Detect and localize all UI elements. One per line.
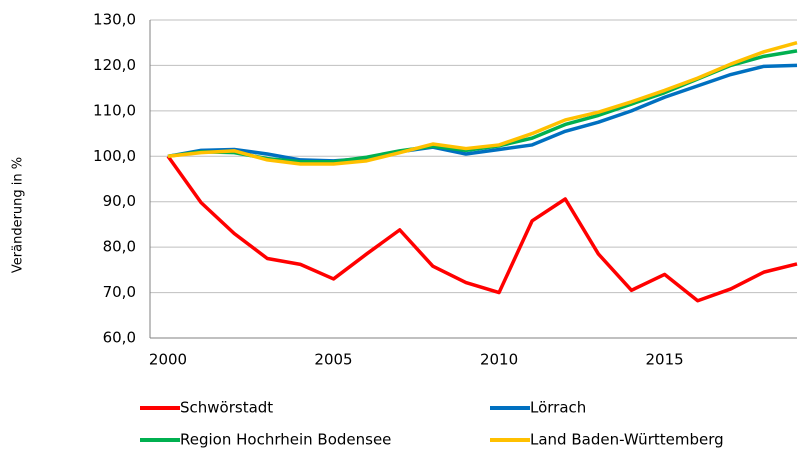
- y-tick-label: 120,0: [93, 56, 136, 74]
- x-tick-label: 2015: [645, 351, 683, 369]
- series-line: [166, 155, 798, 303]
- y-tick-label: 60,0: [103, 329, 136, 347]
- x-tick-label: 2010: [480, 351, 518, 369]
- x-tick-label: 2000: [149, 351, 187, 369]
- y-tick-label: 90,0: [103, 192, 136, 210]
- legend-label: Land Baden-Württemberg: [530, 431, 724, 449]
- series-line: [167, 41, 798, 166]
- legend-label: Lörrach: [530, 399, 586, 417]
- y-tick-label: 80,0: [103, 238, 136, 256]
- y-tick-label: 110,0: [93, 101, 136, 119]
- legend-label: Schwörstadt: [180, 399, 273, 417]
- legend-label: Region Hochrhein Bodensee: [180, 431, 391, 449]
- y-tick-label: 130,0: [93, 11, 136, 29]
- y-tick-label: 70,0: [103, 283, 136, 301]
- y-tick-label: 100,0: [93, 147, 136, 165]
- y-axis-label: Veränderung in %: [11, 157, 26, 273]
- x-tick-label: 2005: [314, 351, 352, 369]
- series-line: [167, 63, 798, 163]
